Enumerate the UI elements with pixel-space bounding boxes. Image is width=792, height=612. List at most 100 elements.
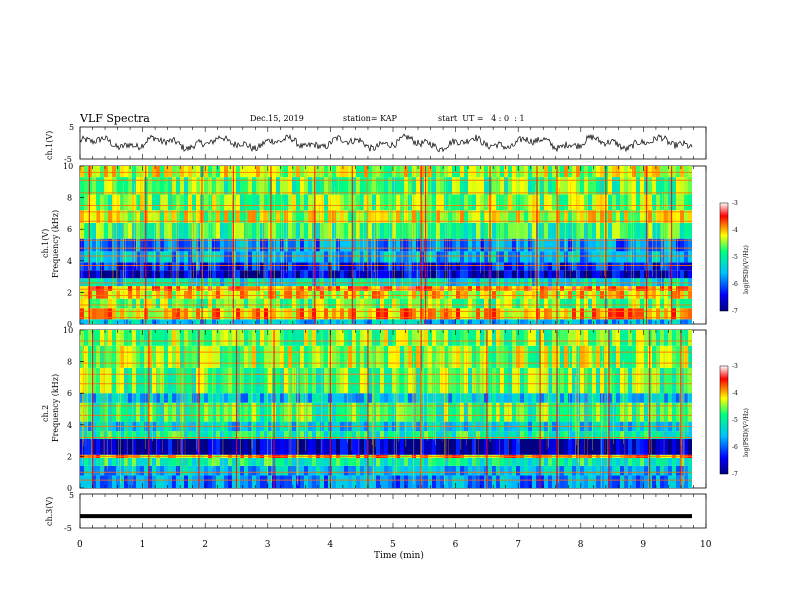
spectrogram-cell: [416, 290, 420, 299]
spectrogram-cell: [536, 475, 540, 488]
spectrogram-cell: [160, 177, 164, 195]
spectrogram-cell: [532, 330, 536, 346]
spectrogram-cell: [324, 308, 328, 320]
spectrogram-cell: [644, 402, 648, 422]
spectrogram-cell: [208, 475, 212, 488]
spectrogram-cell: [516, 251, 520, 263]
spectrogram-cell: [572, 465, 576, 476]
spectrogram-cell: [652, 210, 656, 223]
spectrogram-cell: [396, 393, 400, 403]
spectrogram-cell: [112, 402, 116, 422]
spectrogram-cell: [448, 166, 452, 178]
spectrogram-cell: [244, 166, 248, 178]
spectrogram-cell: [320, 177, 324, 195]
spectrogram-cell: [688, 177, 692, 195]
spectrogram-cell: [212, 194, 216, 211]
spectrogram-cell: [284, 345, 288, 368]
spectrogram-cell: [484, 393, 488, 403]
spectrogram-cell: [184, 278, 188, 287]
spectrogram-cell: [208, 222, 212, 239]
spectrogram-cell: [652, 270, 656, 279]
spectrogram-cell: [96, 238, 100, 252]
spectrogram-cell: [656, 251, 660, 263]
spectrogram-cell: [124, 345, 128, 368]
spectrogram-cell: [528, 475, 532, 488]
spectrogram-cell: [392, 194, 396, 211]
spectrogram-cell: [164, 402, 168, 422]
spectrogram-cell: [548, 458, 552, 466]
spectrogram-cell: [88, 319, 92, 324]
spectrogram-cell: [648, 194, 652, 211]
spectrogram-cell: [308, 286, 312, 291]
spectrogram-cell: [308, 222, 312, 239]
spectrogram-cell: [676, 475, 680, 488]
spectrogram-cell: [384, 278, 388, 287]
spectrogram-cell: [468, 166, 472, 178]
spectrogram-cell: [640, 194, 644, 211]
spectrogram-cell: [484, 330, 488, 346]
spectrogram-cell: [532, 177, 536, 195]
spectrogram-cell: [572, 270, 576, 279]
spectrogram-cell: [652, 330, 656, 346]
spectrogram-cell: [472, 278, 476, 287]
spectrogram-cell: [284, 319, 288, 324]
spectrogram-cell: [160, 330, 164, 346]
spectrogram-cell: [344, 166, 348, 178]
spectrogram-cell: [584, 298, 588, 309]
spectrogram-cell: [484, 238, 488, 252]
spectrogram-cell: [340, 308, 344, 320]
spectrogram-cell: [656, 465, 660, 476]
spectrogram-cell: [160, 465, 164, 476]
spectrogram-cell: [572, 431, 576, 439]
spectrogram-cell: [108, 431, 112, 439]
spectrogram-cell: [376, 290, 380, 299]
spectrogram-cell: [668, 439, 672, 455]
spectrogram-cell: [184, 194, 188, 211]
spectrogram-cell: [464, 238, 468, 252]
spectrogram-cell: [536, 431, 540, 439]
spectrogram-cell: [84, 439, 88, 455]
spectrogram-cell: [456, 262, 460, 271]
spectrogram-cell: [652, 393, 656, 403]
spectrogram-cell: [584, 194, 588, 211]
spectrogram-cell: [552, 290, 556, 299]
spectrogram-cell: [248, 251, 252, 263]
spectrogram-cell: [128, 278, 132, 287]
spectrogram-cell: [312, 290, 316, 299]
spectrogram-cell: [84, 298, 88, 309]
spectrogram-cell: [500, 290, 504, 299]
spectrogram-cell: [84, 278, 88, 287]
spectrogram-cell: [656, 194, 660, 211]
spectrogram-cell: [356, 238, 360, 252]
spectrogram-cell: [100, 439, 104, 455]
spectrogram-cell: [512, 290, 516, 299]
spectrogram-cell: [128, 465, 132, 476]
spectrogram-cell: [664, 166, 668, 178]
spectrogram-cell: [400, 458, 404, 466]
spectrogram-cell: [588, 345, 592, 368]
spectrogram-cell: [576, 330, 580, 346]
spectrogram-cell: [168, 270, 172, 279]
spectrogram-cell: [612, 393, 616, 403]
spectrogram-cell: [432, 367, 436, 394]
spectrogram-cell: [252, 210, 256, 223]
spectrogram-cell: [548, 177, 552, 195]
spectrogram-cell: [408, 319, 412, 324]
spectrogram-cell: [620, 251, 624, 263]
spectrogram-cell: [256, 308, 260, 320]
spectrogram-cell: [340, 251, 344, 263]
spectrogram-cell: [508, 330, 512, 346]
spectrogram-cell: [352, 290, 356, 299]
spectrogram-cell: [284, 210, 288, 223]
spectrogram-cell: [596, 465, 600, 476]
spectrogram-cell: [376, 475, 380, 488]
spectrogram-cell: [320, 286, 324, 291]
spectrogram-cell: [180, 286, 184, 291]
spectrogram-cell: [388, 166, 392, 178]
spectrogram-cell: [224, 345, 228, 368]
spectrogram-cell: [580, 402, 584, 422]
spectrogram-cell: [96, 194, 100, 211]
spectrogram-cell: [588, 475, 592, 488]
spectrogram-cell: [600, 286, 604, 291]
spectrogram-cell: [132, 286, 136, 291]
